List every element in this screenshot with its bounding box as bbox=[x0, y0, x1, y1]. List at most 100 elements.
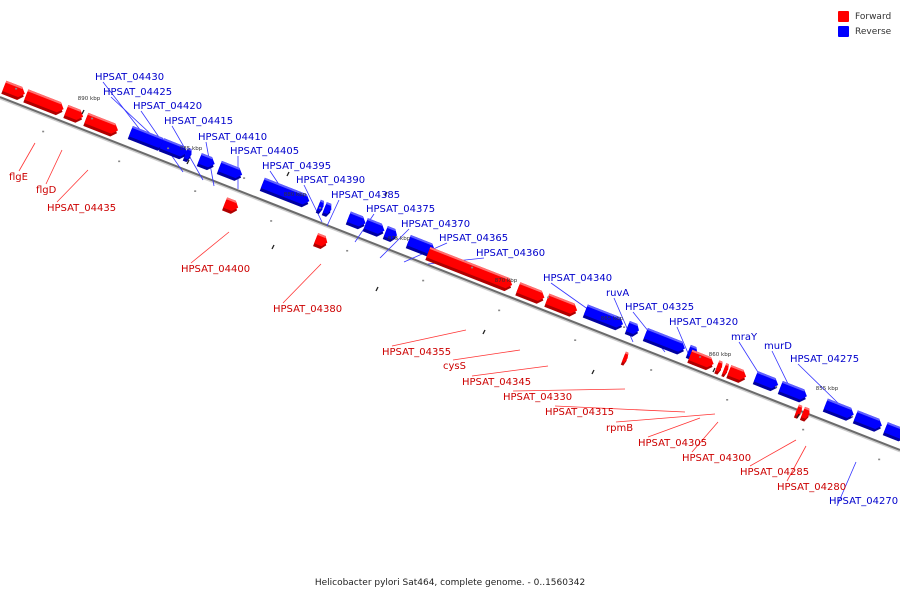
gene-highlight bbox=[730, 365, 744, 373]
reverse-gene-label: HPSAT_04270 bbox=[829, 496, 898, 507]
forward-gene[interactable] bbox=[313, 233, 329, 250]
reverse-gene-label: HPSAT_04420 bbox=[133, 101, 202, 112]
reverse-gene[interactable] bbox=[582, 304, 625, 332]
gene-highlight bbox=[27, 89, 62, 105]
forward-connector bbox=[391, 329, 467, 347]
tick-label: 890 kbp bbox=[78, 96, 101, 102]
reverse-gene-label: HPSAT_04415 bbox=[164, 116, 233, 127]
tick-dot bbox=[422, 279, 425, 282]
reverse-gene[interactable] bbox=[158, 138, 189, 161]
tick-dot bbox=[270, 220, 273, 222]
gene-body bbox=[183, 147, 192, 160]
forward-gene-label: HPSAT_04315 bbox=[545, 407, 614, 418]
forward-gene[interactable] bbox=[620, 351, 630, 366]
legend-reverse-label: Reverse bbox=[855, 26, 892, 37]
reverse-gene[interactable] bbox=[259, 177, 312, 209]
gene-highlight bbox=[264, 177, 307, 197]
forward-connector bbox=[282, 263, 322, 304]
tick-mark bbox=[286, 171, 290, 177]
reverse-connector bbox=[379, 228, 410, 259]
reverse-gene[interactable] bbox=[777, 380, 809, 404]
forward-gene[interactable] bbox=[515, 282, 546, 305]
forward-gene[interactable] bbox=[544, 293, 579, 319]
reverse-gene[interactable] bbox=[405, 235, 437, 258]
forward-connector bbox=[647, 417, 701, 438]
forward-connector bbox=[190, 231, 230, 264]
tick-dot bbox=[15, 87, 18, 90]
gene-body bbox=[727, 365, 747, 381]
reverse-gene[interactable] bbox=[127, 126, 168, 153]
reverse-gene-label: HPSAT_04365 bbox=[439, 233, 508, 244]
tick-label: 885 kbp bbox=[180, 146, 203, 152]
reverse-gene[interactable] bbox=[752, 371, 780, 393]
gene-body bbox=[794, 404, 803, 416]
forward-gene[interactable] bbox=[799, 406, 812, 423]
reverse-gene[interactable] bbox=[642, 328, 687, 356]
forward-gene[interactable] bbox=[222, 197, 240, 215]
reverse-gene[interactable] bbox=[345, 211, 368, 232]
gene-body bbox=[316, 199, 324, 212]
reverse-gene[interactable] bbox=[321, 202, 334, 218]
reverse-gene[interactable] bbox=[362, 218, 387, 238]
forward-gene-label: cysS bbox=[443, 361, 466, 372]
forward-gene[interactable] bbox=[714, 360, 724, 375]
forward-gene-label: HPSAT_04400 bbox=[181, 264, 250, 275]
reverse-gene[interactable] bbox=[382, 226, 399, 243]
reverse-gene[interactable] bbox=[882, 422, 900, 443]
gene-highlight bbox=[804, 406, 810, 411]
forward-connector bbox=[512, 388, 626, 392]
axis-shadow bbox=[0, 97, 900, 453]
reverse-gene[interactable] bbox=[852, 410, 884, 433]
tick-dot bbox=[547, 296, 550, 299]
forward-gene[interactable] bbox=[793, 404, 804, 419]
reverse-gene[interactable] bbox=[315, 199, 326, 215]
forward-gene-label: flgE bbox=[9, 172, 28, 183]
forward-gene[interactable] bbox=[721, 363, 730, 378]
reverse-gene[interactable] bbox=[216, 160, 244, 183]
axis-line bbox=[0, 96, 900, 451]
gene-highlight bbox=[757, 371, 776, 381]
forward-gene[interactable] bbox=[687, 349, 715, 372]
reverse-gene-label: HPSAT_04425 bbox=[103, 87, 172, 98]
gene-highlight bbox=[67, 105, 81, 112]
tick-dot bbox=[471, 266, 474, 269]
gene-highlight bbox=[782, 380, 805, 392]
gene-highlight bbox=[690, 344, 697, 350]
tick-label: 855 kbp bbox=[816, 386, 839, 392]
forward-connector bbox=[471, 365, 549, 377]
reverse-gene[interactable] bbox=[624, 320, 641, 338]
reverse-gene[interactable] bbox=[182, 147, 194, 163]
reverse-connector bbox=[303, 184, 323, 223]
forward-gene[interactable] bbox=[83, 112, 120, 138]
gene-body bbox=[260, 177, 310, 205]
forward-connector bbox=[452, 349, 521, 361]
reverse-gene-label: HPSAT_04360 bbox=[476, 248, 545, 259]
gene-highlight bbox=[827, 398, 852, 410]
gene-body bbox=[406, 235, 435, 254]
reverse-gene[interactable] bbox=[822, 398, 856, 423]
forward-gene-label: HPSAT_04330 bbox=[503, 392, 572, 403]
reverse-gene[interactable] bbox=[196, 153, 217, 172]
forward-gene[interactable] bbox=[63, 105, 85, 125]
forward-gene[interactable] bbox=[23, 89, 65, 117]
tick-dot bbox=[851, 415, 854, 418]
gene-highlight bbox=[221, 160, 240, 171]
gene-highlight bbox=[429, 247, 510, 281]
gene-highlight bbox=[350, 211, 364, 219]
reverse-gene-label: HPSAT_04370 bbox=[401, 219, 470, 230]
forward-gene[interactable] bbox=[726, 365, 748, 385]
legend-forward: Forward bbox=[838, 9, 891, 24]
tick-label: 865 kbp bbox=[601, 316, 624, 322]
forward-gene[interactable] bbox=[425, 247, 514, 293]
forward-connector bbox=[691, 421, 719, 453]
tick-mark bbox=[591, 369, 595, 375]
reverse-gene-label: HPSAT_04385 bbox=[331, 190, 400, 201]
gene-body bbox=[715, 360, 723, 372]
gene-body bbox=[883, 422, 900, 439]
gene-highlight bbox=[87, 112, 116, 126]
gene-highlight bbox=[691, 349, 712, 360]
legend-reverse: Reverse bbox=[838, 24, 891, 39]
tick-dot bbox=[319, 207, 322, 209]
gene-body bbox=[24, 89, 64, 113]
forward-gene[interactable] bbox=[1, 80, 27, 102]
